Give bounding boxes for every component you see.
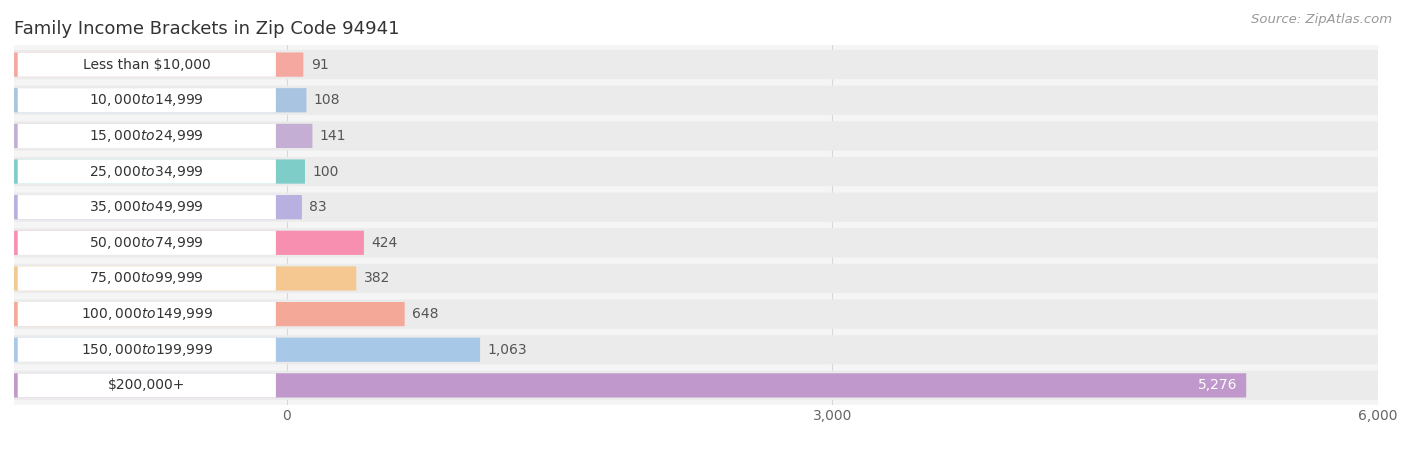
- Text: $10,000 to $14,999: $10,000 to $14,999: [90, 92, 204, 108]
- FancyBboxPatch shape: [18, 124, 276, 148]
- Text: 424: 424: [371, 236, 398, 250]
- FancyBboxPatch shape: [18, 374, 276, 397]
- Text: 91: 91: [311, 58, 329, 72]
- FancyBboxPatch shape: [14, 124, 312, 148]
- Text: $15,000 to $24,999: $15,000 to $24,999: [90, 128, 204, 144]
- FancyBboxPatch shape: [18, 195, 276, 219]
- FancyBboxPatch shape: [14, 335, 1378, 364]
- FancyBboxPatch shape: [14, 122, 1378, 150]
- Text: $25,000 to $34,999: $25,000 to $34,999: [90, 163, 204, 180]
- FancyBboxPatch shape: [14, 231, 364, 255]
- FancyBboxPatch shape: [14, 266, 356, 291]
- FancyBboxPatch shape: [18, 338, 276, 362]
- FancyBboxPatch shape: [14, 193, 1378, 222]
- FancyBboxPatch shape: [18, 88, 276, 112]
- Text: $100,000 to $149,999: $100,000 to $149,999: [80, 306, 214, 322]
- Text: 108: 108: [314, 93, 340, 107]
- Text: Source: ZipAtlas.com: Source: ZipAtlas.com: [1251, 14, 1392, 27]
- Text: 648: 648: [412, 307, 439, 321]
- FancyBboxPatch shape: [14, 338, 479, 362]
- Text: $200,000+: $200,000+: [108, 378, 186, 392]
- FancyBboxPatch shape: [14, 159, 305, 184]
- Text: 83: 83: [309, 200, 326, 214]
- FancyBboxPatch shape: [14, 53, 304, 76]
- Text: 382: 382: [364, 271, 389, 285]
- FancyBboxPatch shape: [14, 195, 302, 219]
- Text: $75,000 to $99,999: $75,000 to $99,999: [90, 270, 204, 287]
- FancyBboxPatch shape: [14, 88, 307, 112]
- FancyBboxPatch shape: [14, 157, 1378, 186]
- Text: $35,000 to $49,999: $35,000 to $49,999: [90, 199, 204, 215]
- Text: 100: 100: [312, 165, 339, 179]
- FancyBboxPatch shape: [18, 266, 276, 291]
- FancyBboxPatch shape: [14, 374, 1246, 397]
- Text: Family Income Brackets in Zip Code 94941: Family Income Brackets in Zip Code 94941: [14, 20, 399, 38]
- FancyBboxPatch shape: [14, 302, 405, 326]
- FancyBboxPatch shape: [18, 231, 276, 255]
- FancyBboxPatch shape: [14, 264, 1378, 293]
- Text: Less than $10,000: Less than $10,000: [83, 58, 211, 72]
- Text: 141: 141: [319, 129, 346, 143]
- FancyBboxPatch shape: [18, 302, 276, 326]
- Text: $150,000 to $199,999: $150,000 to $199,999: [80, 342, 214, 358]
- FancyBboxPatch shape: [18, 159, 276, 184]
- Text: 5,276: 5,276: [1198, 378, 1237, 392]
- FancyBboxPatch shape: [14, 371, 1378, 400]
- Text: 1,063: 1,063: [488, 343, 527, 357]
- FancyBboxPatch shape: [14, 228, 1378, 257]
- FancyBboxPatch shape: [18, 53, 276, 76]
- FancyBboxPatch shape: [14, 50, 1378, 79]
- FancyBboxPatch shape: [14, 86, 1378, 115]
- Text: $50,000 to $74,999: $50,000 to $74,999: [90, 235, 204, 251]
- FancyBboxPatch shape: [14, 300, 1378, 328]
